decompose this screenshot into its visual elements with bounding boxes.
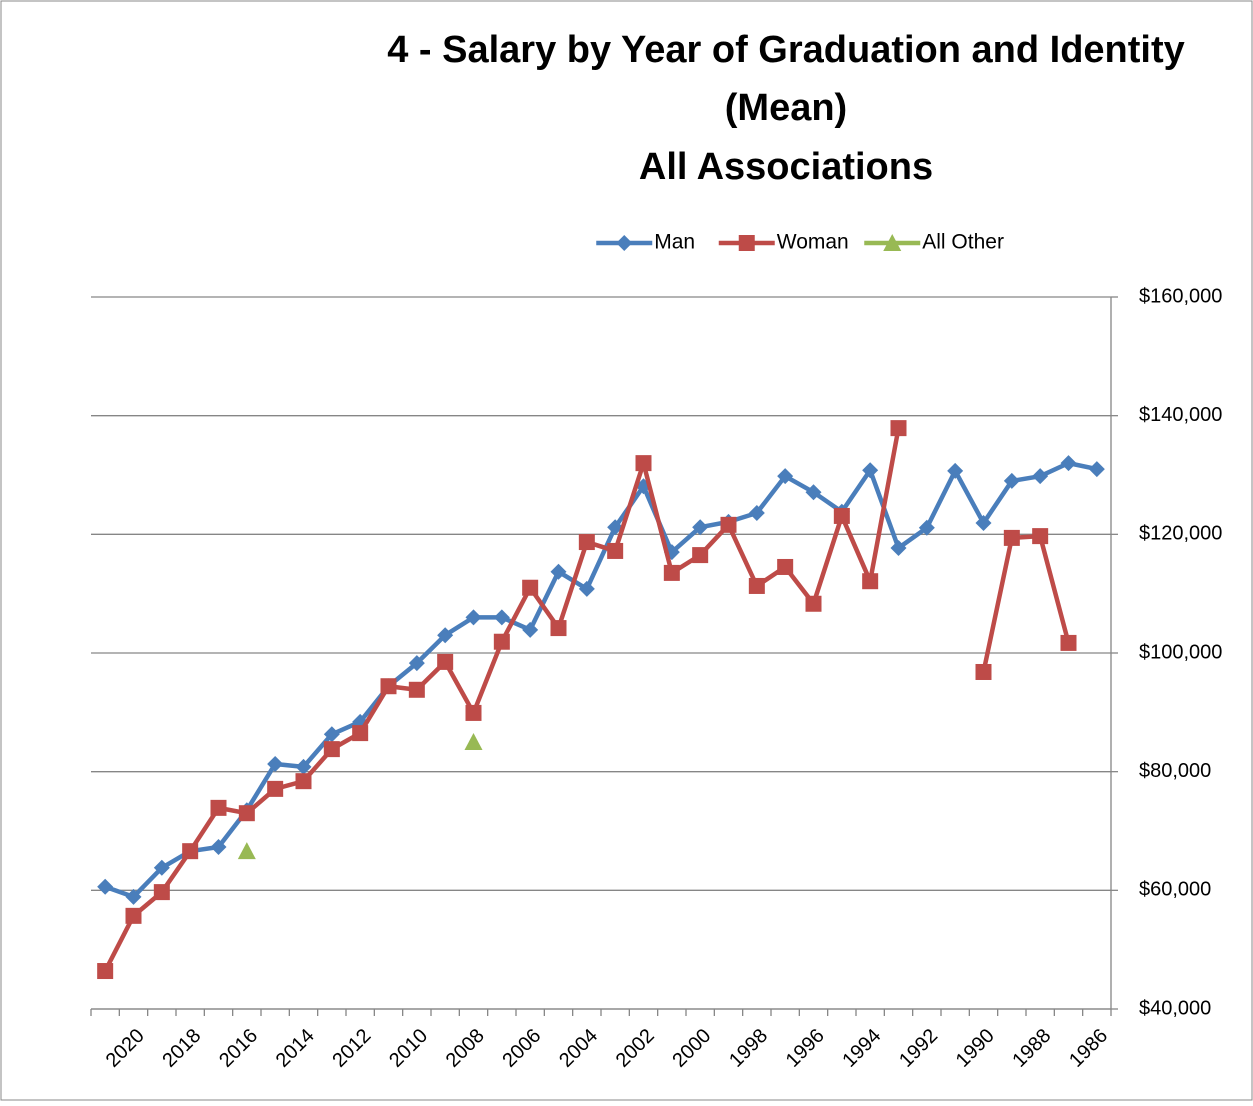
y-tick-label: $160,000 (1139, 285, 1222, 307)
marker (738, 235, 755, 251)
marker (1032, 468, 1049, 485)
marker (805, 484, 822, 501)
marker (777, 558, 794, 575)
marker (464, 733, 483, 750)
marker (692, 519, 709, 536)
marker (295, 758, 312, 775)
marker (465, 609, 482, 626)
marker (210, 799, 227, 816)
marker (975, 515, 992, 532)
marker (635, 455, 652, 472)
marker (210, 839, 227, 856)
marker (408, 681, 425, 698)
marker (295, 773, 312, 790)
marker (1060, 455, 1077, 472)
marker (890, 539, 907, 556)
marker (947, 462, 964, 479)
marker (125, 907, 142, 924)
marker (125, 888, 142, 905)
marker (437, 627, 454, 644)
chart-title: (Mean) (725, 87, 847, 129)
marker (323, 726, 340, 743)
marker (97, 878, 114, 895)
marker (720, 516, 737, 533)
legend-label: All Other (922, 231, 1004, 254)
marker (862, 462, 879, 479)
marker (267, 755, 284, 772)
legend-label: Woman (777, 231, 849, 254)
marker (748, 577, 765, 594)
marker (550, 563, 567, 580)
chart-title: 4 - Salary by Year of Graduation and Ide… (387, 29, 1185, 71)
chart-title: All Associations (639, 146, 933, 188)
marker (616, 235, 633, 251)
marker (153, 884, 170, 901)
marker (153, 859, 170, 876)
marker (1088, 461, 1105, 478)
marker (1032, 528, 1049, 545)
marker (777, 468, 794, 485)
legend-label: Man (654, 231, 695, 254)
y-tick-label: $100,000 (1139, 641, 1222, 663)
marker (663, 564, 680, 581)
marker (890, 420, 907, 437)
marker (1060, 634, 1077, 651)
marker (833, 507, 850, 524)
marker (578, 534, 595, 551)
marker (607, 542, 624, 559)
y-tick-label: $60,000 (1139, 879, 1211, 901)
marker (522, 621, 539, 638)
marker (408, 655, 425, 672)
marker (493, 633, 510, 650)
marker (522, 579, 539, 596)
marker (883, 234, 902, 251)
marker (182, 843, 199, 860)
marker (237, 842, 256, 860)
marker (238, 805, 255, 822)
marker (748, 504, 765, 521)
marker (267, 780, 284, 797)
marker (975, 663, 992, 680)
series-line (104, 460, 1098, 900)
marker (550, 620, 567, 637)
y-tick-label: $120,000 (1139, 523, 1222, 545)
marker (352, 725, 369, 742)
marker (437, 653, 454, 670)
y-tick-label: $40,000 (1139, 997, 1211, 1019)
marker (493, 609, 510, 626)
marker (692, 547, 709, 564)
y-tick-label: $80,000 (1139, 760, 1211, 782)
marker (1003, 529, 1020, 546)
marker (918, 519, 935, 536)
marker (1003, 472, 1020, 489)
marker (862, 573, 879, 590)
marker (805, 595, 822, 612)
marker (323, 741, 340, 758)
marker (97, 963, 114, 980)
marker (607, 519, 624, 536)
marker (465, 704, 482, 721)
marker (380, 678, 397, 695)
y-tick-label: $140,000 (1139, 404, 1222, 426)
marker (578, 580, 595, 597)
